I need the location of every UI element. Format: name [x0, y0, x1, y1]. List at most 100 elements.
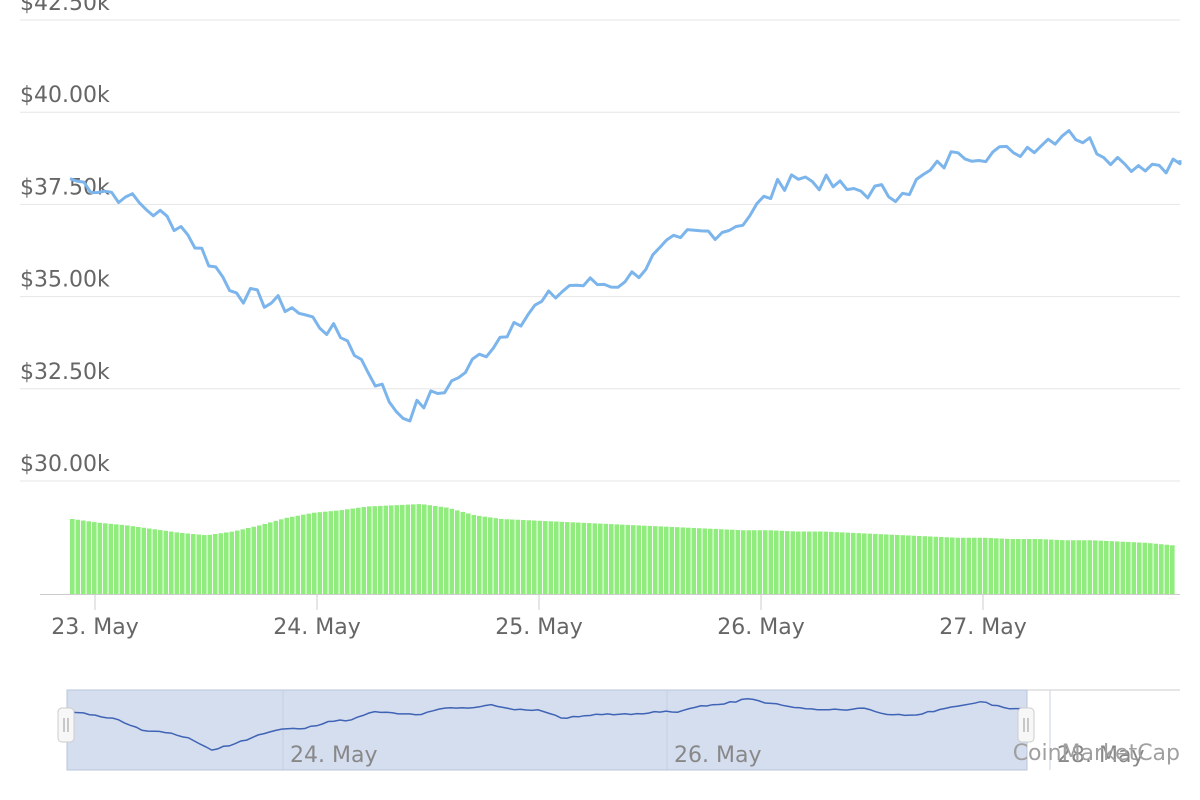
volume-bar [675, 527, 680, 594]
volume-bar [1049, 539, 1054, 594]
handle-body [57, 707, 75, 743]
volume-bar [92, 522, 97, 594]
navigator-right-handle[interactable] [1017, 707, 1035, 743]
volume-bar [625, 524, 631, 594]
volume-bar [427, 505, 433, 594]
volume-bar [70, 519, 75, 594]
navigator-left-handle[interactable] [57, 707, 75, 743]
volume-bar [119, 524, 125, 594]
volume-bar [114, 524, 119, 594]
volume-bar [169, 531, 174, 594]
volume-bar [312, 512, 317, 594]
volume-bar [334, 510, 339, 594]
volume-bar [653, 526, 658, 594]
volume-bar [900, 535, 906, 594]
price-series [69, 129, 1182, 423]
volume-bar [1126, 541, 1131, 594]
volume-bar [229, 531, 235, 594]
y-tick-label: $30.00k [20, 452, 110, 477]
handle-body [1017, 707, 1035, 743]
volume-bar [499, 518, 504, 594]
volume-bar [851, 532, 856, 594]
volume-bar [587, 523, 592, 594]
volume-bar [130, 526, 136, 594]
volume-bar [636, 525, 642, 594]
volume-bar [455, 510, 460, 594]
volume-bar [906, 535, 911, 594]
volume-bar [152, 529, 158, 594]
navigator-selection [66, 689, 1028, 771]
volume-bar [922, 536, 928, 594]
volume-bar [620, 524, 625, 594]
volume-bar [1076, 540, 1082, 594]
volume-bar [1021, 539, 1027, 594]
volume-bar [1082, 540, 1087, 594]
volume-bar [543, 521, 548, 594]
volume-bar [488, 517, 493, 594]
volume-bar [983, 537, 988, 594]
credit-label[interactable]: CoinMarketCap [1013, 741, 1180, 766]
x-tick-label: 26. May [717, 615, 804, 640]
volume-bar [1120, 541, 1126, 594]
volume-bar [1109, 541, 1115, 594]
volume-bar [521, 520, 526, 594]
volume-bar [141, 527, 147, 594]
y-axis-labels: $30.00k $32.50k $35.00k $37.50k $40.00k $42.5… [20, 0, 110, 477]
volume-bar [460, 511, 466, 594]
volume-bar [493, 518, 499, 594]
volume-bar [1087, 540, 1093, 594]
navigator-line [71, 698, 1024, 751]
volume-bar [378, 505, 383, 594]
y-tick-label: $42.50k [20, 0, 110, 16]
volume-bar [917, 535, 922, 594]
volume-bar [988, 538, 994, 594]
grid-lines [20, 19, 1180, 482]
volume-bar [840, 532, 845, 594]
volume-bar [510, 519, 515, 594]
volume-bar [438, 506, 444, 594]
volume-bar [939, 536, 944, 594]
volume-bar [81, 520, 86, 594]
volume-bar [290, 516, 295, 594]
volume-bar [1005, 538, 1010, 594]
volume-bar [669, 526, 675, 594]
volume-bar [955, 537, 961, 594]
volume-bars [70, 504, 1175, 594]
volume-bar [411, 504, 416, 594]
volume-bar [504, 519, 510, 594]
volume-bar [664, 526, 669, 594]
volume-bar [774, 530, 779, 594]
volume-bar [1032, 539, 1038, 594]
navigator-label: 24. May [290, 743, 377, 768]
navigator[interactable]: 24. May 26. May 28. May [57, 689, 1180, 771]
volume-bar [471, 514, 477, 594]
volume-bar [400, 504, 405, 594]
volume-bar [306, 513, 312, 594]
volume-bar [719, 529, 724, 594]
volume-bar [812, 531, 818, 594]
volume-bar [246, 528, 251, 594]
volume-bar [658, 526, 664, 594]
volume-bar [1060, 540, 1065, 594]
volume-bar [631, 525, 636, 594]
volume-bar [1016, 539, 1021, 594]
volume-bar [389, 505, 394, 594]
volume-bar [603, 523, 609, 594]
volume-bar [928, 536, 933, 594]
volume-bar [257, 525, 262, 594]
volume-bar [1038, 539, 1043, 594]
volume-bar [125, 525, 130, 594]
y-tick-label: $37.50k [20, 175, 110, 200]
volume-bar [262, 523, 268, 594]
x-tick-label: 24. May [273, 615, 360, 640]
volume-bar [279, 519, 284, 594]
volume-bar [1170, 545, 1175, 594]
volume-bar [746, 530, 752, 594]
volume-bar [686, 527, 691, 594]
volume-bar [757, 530, 763, 594]
volume-bar [185, 533, 191, 594]
volume-bar [526, 520, 532, 594]
volume-bar [559, 521, 565, 594]
x-axis: 23. May 24. May 25. May 26. May 27. May [40, 594, 1180, 640]
volume-bar [477, 515, 482, 594]
